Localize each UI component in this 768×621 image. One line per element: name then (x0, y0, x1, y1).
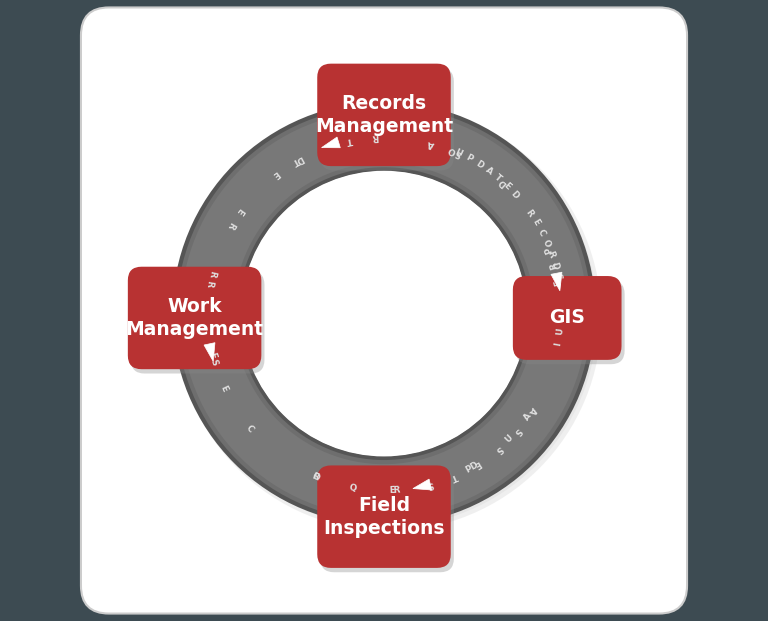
Text: P: P (544, 246, 554, 255)
Text: O: O (310, 471, 321, 483)
Text: A: A (484, 165, 495, 176)
Text: C: C (536, 228, 547, 238)
Text: D: D (293, 153, 304, 164)
Text: S: S (493, 443, 504, 454)
FancyBboxPatch shape (81, 7, 687, 614)
Text: Records
Management: Records Management (315, 94, 453, 136)
FancyBboxPatch shape (317, 64, 451, 166)
Text: S: S (552, 273, 562, 281)
Circle shape (241, 171, 527, 456)
Text: R: R (207, 270, 217, 278)
Text: D: D (509, 189, 521, 200)
Text: E: E (207, 352, 217, 360)
Text: O: O (447, 145, 458, 156)
Polygon shape (204, 343, 215, 361)
Polygon shape (322, 137, 340, 148)
Text: Field
Inspections: Field Inspections (323, 496, 445, 538)
Text: P: P (465, 153, 474, 164)
Text: Work
Management: Work Management (125, 297, 263, 339)
FancyBboxPatch shape (513, 276, 621, 360)
Text: S: S (511, 425, 522, 436)
Text: E: E (531, 218, 541, 227)
Text: R: R (225, 220, 237, 230)
FancyBboxPatch shape (317, 466, 451, 568)
Polygon shape (413, 479, 432, 490)
Text: A: A (427, 138, 435, 148)
Text: E: E (472, 459, 482, 469)
Text: R: R (371, 132, 379, 142)
Text: U: U (454, 148, 464, 159)
Text: I: I (554, 342, 563, 347)
FancyBboxPatch shape (131, 271, 264, 374)
Text: D: D (469, 460, 480, 471)
Text: E: E (502, 181, 512, 191)
Text: E: E (389, 486, 396, 495)
FancyBboxPatch shape (320, 469, 454, 573)
Text: R: R (524, 207, 535, 218)
FancyBboxPatch shape (127, 267, 261, 369)
Text: R: R (392, 486, 400, 495)
Text: P: P (464, 464, 473, 474)
Text: O: O (541, 238, 552, 248)
Text: E: E (234, 206, 245, 215)
Text: R: R (310, 471, 319, 482)
FancyBboxPatch shape (320, 68, 454, 171)
Text: S: S (454, 148, 464, 158)
Text: D: D (498, 177, 508, 188)
Text: A: A (527, 405, 538, 415)
Text: GIS: GIS (549, 309, 585, 327)
Text: R: R (545, 250, 556, 259)
Text: E: E (554, 279, 563, 286)
Text: D: D (549, 261, 560, 270)
Text: U: U (555, 327, 565, 335)
Text: R: R (204, 279, 214, 288)
Text: A: A (522, 412, 533, 422)
FancyBboxPatch shape (516, 281, 624, 364)
Text: S: S (425, 479, 434, 490)
Polygon shape (551, 272, 562, 291)
Text: C: C (244, 424, 255, 434)
Text: E: E (218, 384, 229, 393)
Text: T: T (493, 173, 503, 184)
Text: E: E (270, 169, 280, 179)
Text: S: S (209, 358, 219, 366)
Text: Q: Q (349, 483, 358, 493)
Text: R: R (549, 261, 560, 270)
Text: T: T (346, 135, 353, 145)
Text: T: T (450, 471, 458, 481)
Text: T: T (290, 155, 300, 166)
Text: U: U (504, 433, 515, 445)
Text: D: D (474, 159, 485, 170)
